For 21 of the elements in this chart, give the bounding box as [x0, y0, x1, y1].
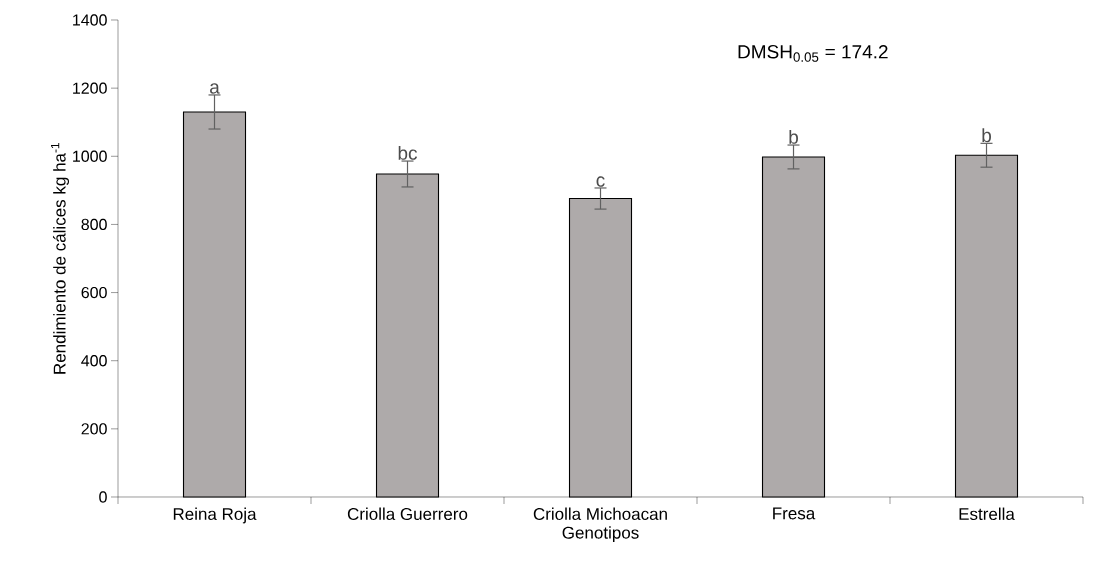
x-axis-title: Genotipos [562, 526, 639, 543]
y-tick-label: 0 [99, 491, 107, 503]
y-tick-label: 1400 [73, 14, 107, 26]
y-tick-label: 400 [81, 355, 107, 367]
y-tick-label: 800 [81, 218, 107, 231]
annotation: a [210, 83, 220, 94]
y-tick-label: 1000 [73, 150, 107, 162]
x-tick-label: Fresa [773, 507, 816, 520]
y-axis-title: Rendimiento de cálices kg ha$^{-1}$ [51, 143, 70, 374]
x-tick-label: Estrella [959, 507, 1015, 521]
y-tick-label: 1200 [73, 82, 107, 94]
x-tick-label: Criolla Guerrero [347, 507, 468, 521]
annotation: c [596, 176, 605, 187]
annotation: b [789, 129, 798, 144]
y-tick-label: 200 [81, 423, 107, 435]
x-tick-label: Criolla Michoacan [533, 507, 667, 521]
annotation: bc [398, 145, 418, 160]
annotation: b [982, 128, 991, 143]
x-tick-label: Reina Roja [173, 507, 257, 524]
annotation: DMSH$_{0.05}$ = 174.2 [738, 45, 888, 62]
y-tick-label: 600 [81, 286, 107, 299]
